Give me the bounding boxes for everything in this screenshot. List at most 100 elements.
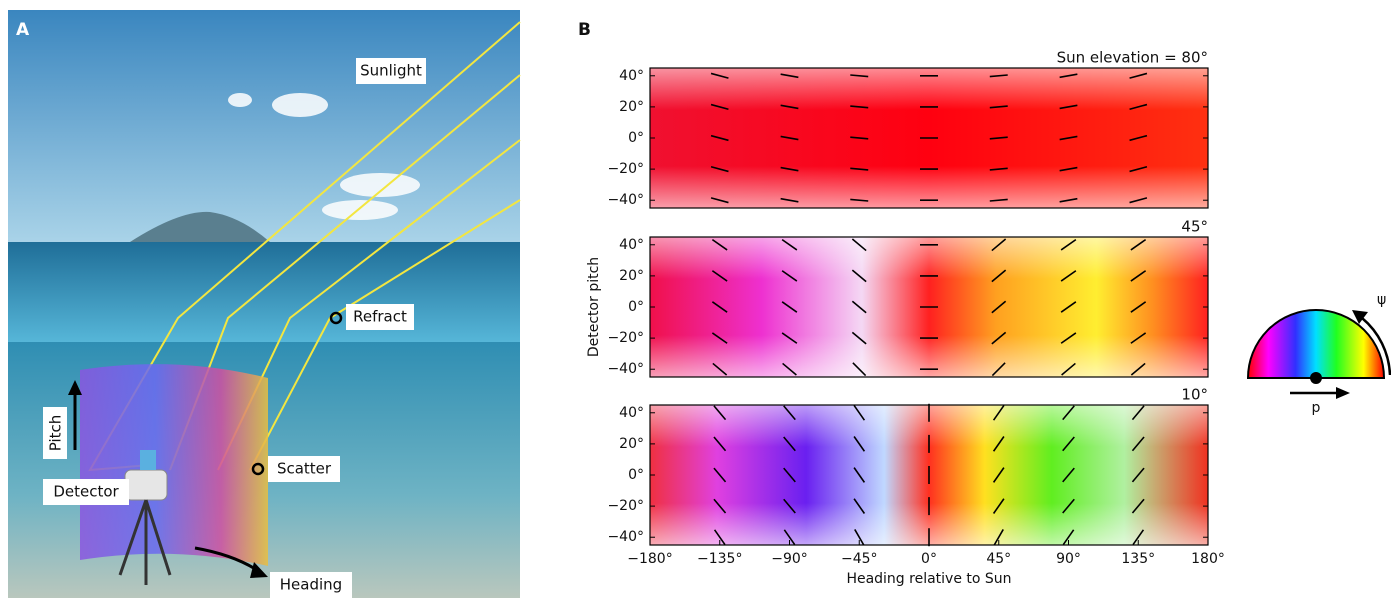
e-vector bbox=[853, 498, 866, 514]
e-vector bbox=[1062, 498, 1075, 514]
e-vector bbox=[851, 238, 867, 252]
e-vector bbox=[713, 529, 726, 546]
e-vector bbox=[1130, 332, 1147, 344]
y-tick-label: −20° bbox=[607, 161, 644, 177]
e-vector bbox=[710, 103, 729, 110]
e-vector bbox=[783, 467, 796, 483]
y-tick-label: −40° bbox=[607, 192, 644, 208]
e-vector bbox=[991, 331, 1007, 345]
e-vector bbox=[851, 331, 867, 345]
e-vector bbox=[850, 136, 869, 140]
annotation: Refract bbox=[353, 308, 407, 326]
e-vector bbox=[1131, 498, 1145, 514]
x-axis-label: Heading relative to Sun bbox=[846, 571, 1011, 587]
color-key bbox=[1246, 309, 1391, 399]
e-vector bbox=[989, 105, 1008, 109]
e-vector bbox=[1060, 238, 1077, 251]
e-vector bbox=[850, 74, 869, 78]
y-tick-label: 40° bbox=[619, 405, 644, 421]
e-vector bbox=[854, 529, 865, 546]
y-axis-label: Detector pitch bbox=[586, 257, 602, 357]
e-vector bbox=[782, 362, 797, 376]
e-vector bbox=[1060, 301, 1077, 313]
e-vector bbox=[1059, 135, 1078, 141]
e-vector bbox=[1129, 197, 1148, 204]
e-vector bbox=[710, 134, 729, 142]
x-tick-label: 135° bbox=[1121, 551, 1155, 567]
y-tick-label: 20° bbox=[619, 436, 644, 452]
e-vector bbox=[989, 198, 1008, 202]
e-vector bbox=[1130, 362, 1146, 376]
e-vector bbox=[781, 238, 798, 251]
e-vector bbox=[853, 436, 866, 452]
e-vector bbox=[992, 404, 1005, 421]
e-vector bbox=[1131, 405, 1145, 421]
e-vector bbox=[783, 436, 796, 452]
e-vector bbox=[781, 270, 798, 282]
y-tick-label: 40° bbox=[619, 68, 644, 84]
y-tick-label: −20° bbox=[607, 498, 644, 514]
e-vector bbox=[713, 405, 727, 421]
e-vector bbox=[780, 197, 799, 203]
y-tick-label: −20° bbox=[607, 330, 644, 346]
e-vector bbox=[992, 436, 1005, 452]
e-vector bbox=[780, 166, 799, 172]
x-tick-label: −90° bbox=[771, 551, 808, 567]
e-vector bbox=[851, 269, 867, 283]
x-tick-label: 0° bbox=[921, 551, 937, 567]
e-vector bbox=[1062, 529, 1075, 546]
x-tick-label: −45° bbox=[841, 551, 878, 567]
e-vector bbox=[1059, 104, 1078, 110]
e-vector bbox=[992, 467, 1005, 483]
y-tick-label: 0° bbox=[628, 299, 644, 315]
chart-title: 45° bbox=[1181, 218, 1208, 236]
e-vector bbox=[713, 467, 727, 483]
e-vector bbox=[712, 362, 728, 376]
e-vector bbox=[1059, 73, 1078, 79]
e-vector bbox=[1059, 197, 1078, 203]
e-vector bbox=[713, 498, 727, 514]
e-vector bbox=[1062, 436, 1075, 452]
y-tick-label: −40° bbox=[607, 529, 644, 545]
annotation: Detector bbox=[53, 483, 119, 501]
e-vector bbox=[711, 301, 728, 313]
e-vector bbox=[710, 72, 729, 79]
e-vector bbox=[1062, 405, 1075, 421]
e-vector bbox=[989, 136, 1008, 140]
annotation: Pitch bbox=[47, 415, 65, 452]
y-tick-label: 20° bbox=[619, 99, 644, 115]
e-vector bbox=[710, 166, 729, 173]
e-vector bbox=[1062, 467, 1075, 483]
e-vector bbox=[1059, 166, 1078, 172]
e-vector bbox=[780, 135, 799, 141]
e-vector bbox=[853, 404, 866, 421]
e-vector bbox=[783, 529, 796, 546]
e-vector bbox=[993, 529, 1004, 546]
x-tick-label: −135° bbox=[697, 551, 742, 567]
e-vector bbox=[1130, 238, 1147, 251]
e-vector bbox=[850, 105, 869, 109]
e-vector bbox=[989, 74, 1008, 78]
e-vector bbox=[1131, 436, 1145, 452]
e-vector bbox=[989, 167, 1008, 171]
e-vector bbox=[780, 73, 799, 79]
annotation: Heading bbox=[280, 576, 342, 594]
e-vector bbox=[1129, 134, 1148, 142]
x-tick-label: 90° bbox=[1056, 551, 1081, 567]
e-vector bbox=[783, 498, 796, 514]
e-vector bbox=[781, 301, 798, 313]
x-tick-label: −180° bbox=[627, 551, 672, 567]
e-vector bbox=[781, 332, 798, 344]
e-vector bbox=[851, 300, 867, 314]
annotation: Sunlight bbox=[360, 62, 422, 80]
e-vector bbox=[1060, 270, 1077, 282]
e-vector bbox=[991, 300, 1007, 314]
y-tick-label: 0° bbox=[628, 467, 644, 483]
y-tick-label: 20° bbox=[619, 268, 644, 284]
e-vector bbox=[991, 269, 1007, 283]
e-vector bbox=[852, 362, 867, 377]
e-vector bbox=[1131, 467, 1145, 483]
e-vector bbox=[1130, 270, 1147, 282]
e-vector bbox=[1129, 103, 1148, 110]
